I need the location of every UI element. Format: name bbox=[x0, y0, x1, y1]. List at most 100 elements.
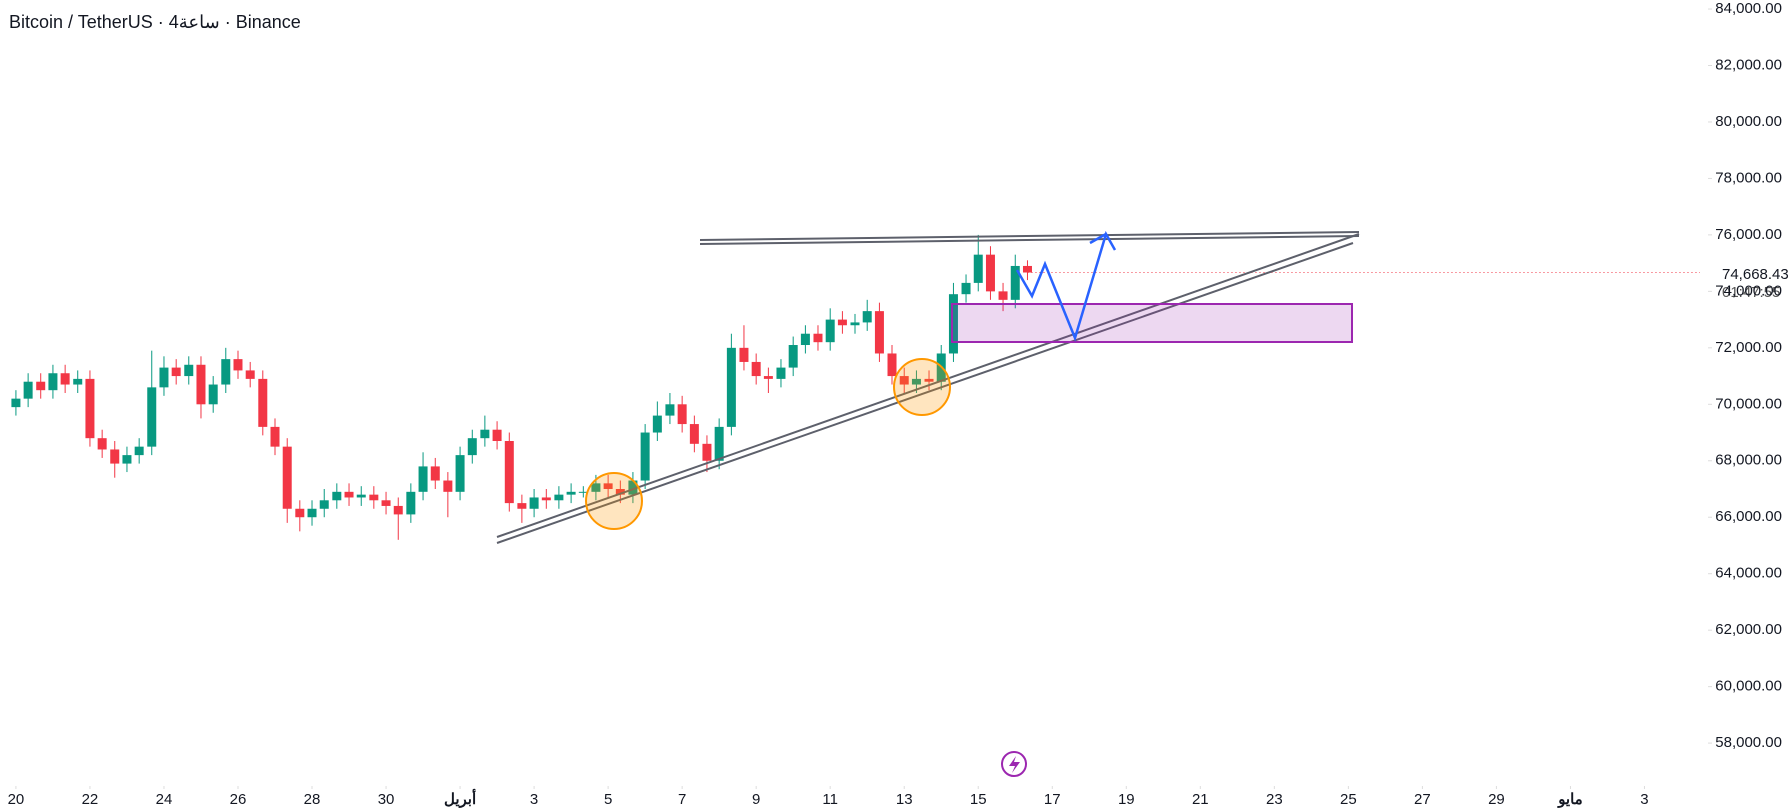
candle-body bbox=[825, 319, 835, 343]
candle-body bbox=[369, 494, 379, 501]
candle-body bbox=[443, 480, 453, 492]
countdown-label: 01:47:55 bbox=[1722, 284, 1780, 301]
x-tick-label: 7 bbox=[678, 791, 686, 808]
candle-body bbox=[751, 361, 761, 377]
candle-body bbox=[270, 426, 280, 447]
x-tick-label: 3 bbox=[1640, 791, 1648, 808]
candle-body bbox=[899, 376, 909, 385]
candle-body bbox=[591, 483, 601, 492]
candle-body bbox=[147, 387, 157, 447]
candle-body bbox=[911, 378, 921, 385]
trend-line bbox=[496, 242, 1354, 544]
y-tick-label: 70,000.00 bbox=[1715, 395, 1782, 412]
candle-body bbox=[344, 491, 354, 498]
candle-body bbox=[628, 480, 638, 495]
x-tick-label: مايو bbox=[1557, 791, 1583, 808]
candle-body bbox=[110, 449, 120, 464]
candle-body bbox=[973, 254, 983, 283]
candle-body bbox=[985, 254, 995, 292]
event-icon-bolt bbox=[1009, 756, 1020, 773]
projection-path bbox=[1015, 230, 1117, 342]
candle-body bbox=[837, 319, 847, 326]
candle-body bbox=[961, 282, 971, 295]
candle-body bbox=[665, 404, 675, 416]
x-tick-label: 11 bbox=[822, 791, 838, 808]
candle-body bbox=[689, 424, 699, 444]
candle-body bbox=[23, 381, 33, 399]
candles bbox=[11, 234, 1700, 540]
candle-body bbox=[887, 353, 897, 377]
x-tick-label: 28 bbox=[304, 791, 321, 808]
candle-body bbox=[529, 497, 539, 509]
projection-arrow bbox=[1089, 232, 1107, 245]
candle-body bbox=[332, 491, 342, 501]
y-tick-label: 84,000.00 bbox=[1715, 0, 1782, 17]
candle-body bbox=[850, 322, 860, 326]
candle-body bbox=[430, 466, 440, 481]
candle-body bbox=[788, 345, 798, 368]
last-price-label: 74,668.43 bbox=[1722, 266, 1789, 283]
candle-body bbox=[73, 378, 83, 385]
demand-zone bbox=[951, 303, 1353, 343]
x-tick-label: 3 bbox=[530, 791, 538, 808]
candle-body bbox=[554, 494, 564, 501]
candle-body bbox=[1010, 265, 1020, 300]
candle-body bbox=[813, 333, 823, 343]
touch-circle bbox=[893, 358, 951, 416]
candle-body bbox=[134, 446, 144, 456]
resistance-line bbox=[699, 235, 1360, 245]
x-tick-label: 27 bbox=[1414, 791, 1431, 808]
candle-body bbox=[726, 347, 736, 427]
x-tick-label: 26 bbox=[230, 791, 247, 808]
y-tick-label: 78,000.00 bbox=[1715, 169, 1782, 186]
candle-body bbox=[11, 398, 21, 408]
candle-body bbox=[998, 291, 1008, 300]
x-tick-label: 22 bbox=[82, 791, 99, 808]
candle-body bbox=[85, 378, 95, 439]
candle-body bbox=[393, 505, 403, 515]
candle-body bbox=[739, 347, 749, 362]
candle-body bbox=[504, 441, 514, 504]
x-tick-label: 23 bbox=[1266, 791, 1283, 808]
candle-body bbox=[763, 376, 773, 379]
drawings bbox=[496, 230, 1360, 777]
candle-body bbox=[603, 483, 613, 489]
candle-body bbox=[233, 359, 243, 371]
y-tick-label: 58,000.00 bbox=[1715, 734, 1782, 751]
x-tick-label: 20 bbox=[8, 791, 25, 808]
candle-body bbox=[221, 359, 231, 385]
candle-body bbox=[171, 367, 181, 377]
candle-body bbox=[455, 455, 465, 492]
x-tick-label: 17 bbox=[1044, 791, 1061, 808]
candle-body bbox=[467, 438, 477, 456]
event-icon[interactable] bbox=[1001, 751, 1027, 777]
x-tick-label: 19 bbox=[1118, 791, 1135, 808]
resistance-line bbox=[699, 231, 1360, 241]
x-tick-label: 29 bbox=[1488, 791, 1505, 808]
candle-body bbox=[874, 311, 884, 354]
touch-circle bbox=[585, 472, 643, 530]
candle-body bbox=[924, 378, 934, 382]
candle-body bbox=[406, 491, 416, 515]
y-tick-label: 72,000.00 bbox=[1715, 339, 1782, 356]
candle-body bbox=[800, 333, 810, 346]
chart-title: Bitcoin / TetherUS · 4ساعة · Binance bbox=[9, 12, 301, 32]
y-tick-label: 76,000.00 bbox=[1715, 226, 1782, 243]
candle-body bbox=[640, 432, 650, 481]
candle-body bbox=[948, 294, 958, 354]
candle-body bbox=[652, 415, 662, 433]
candle-body bbox=[48, 373, 58, 391]
candle-body bbox=[196, 364, 206, 405]
candle-body bbox=[480, 429, 490, 439]
candle-body bbox=[714, 426, 724, 461]
x-tick-label: 21 bbox=[1192, 791, 1209, 808]
y-tick-label: 68,000.00 bbox=[1715, 452, 1782, 469]
x-tick-label: 25 bbox=[1340, 791, 1357, 808]
candle-body bbox=[208, 384, 218, 405]
y-tick-label: 64,000.00 bbox=[1715, 565, 1782, 582]
y-tick-label: 62,000.00 bbox=[1715, 621, 1782, 638]
candle-body bbox=[776, 367, 786, 379]
candle-body bbox=[258, 378, 268, 427]
